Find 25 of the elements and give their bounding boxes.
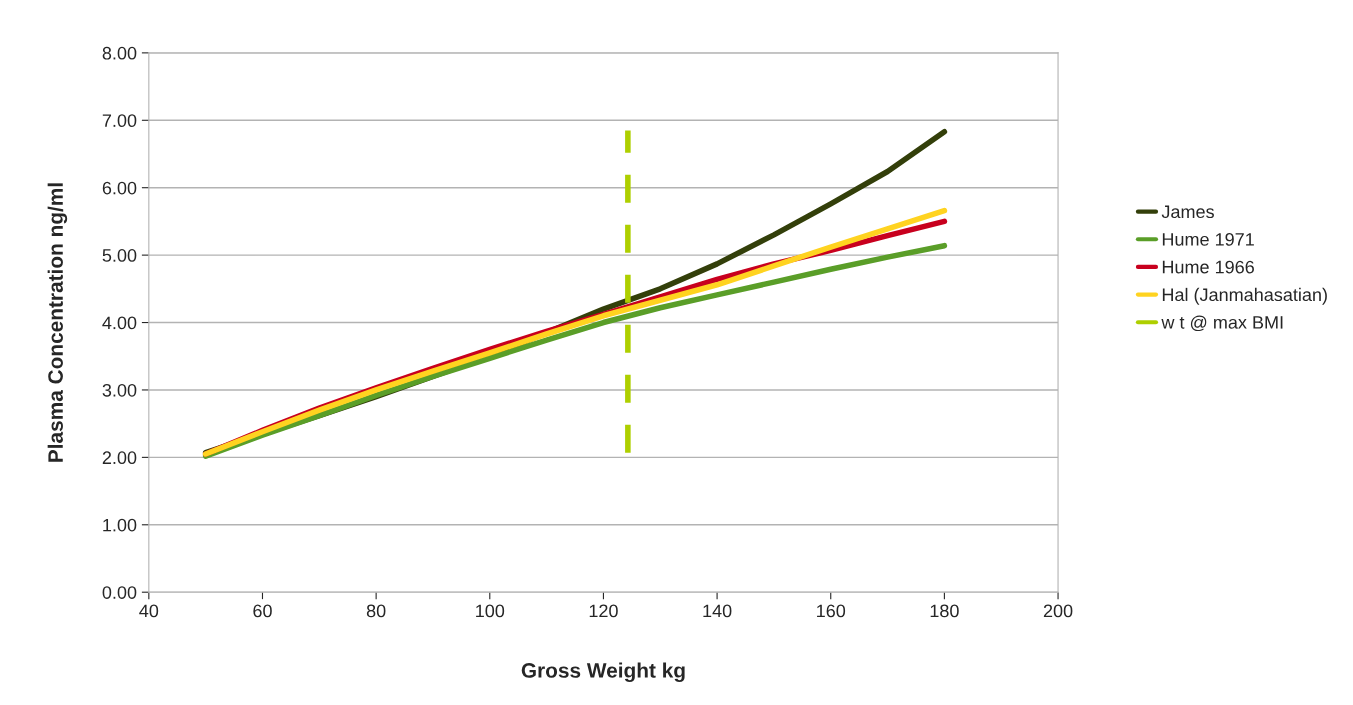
x-tick-label: 40 [139,604,159,618]
y-tick-label: 3.00 [102,383,137,397]
y-tick-label: 7.00 [102,114,137,128]
legend-label: Hal (Janmahasatian) [1162,287,1327,305]
legend-label: Hume 1971 [1162,233,1254,246]
legend-label: James [1161,205,1214,219]
x-axis-title: Gross Weight kg [521,662,685,683]
y-tick-label: 8.00 [102,46,137,60]
x-tick-label: 60 [253,604,272,618]
x-tick-label: 100 [476,604,505,618]
y-tick-label: 5.00 [102,249,137,262]
x-tick-label: 200 [1043,604,1073,618]
x-tick-label: 120 [589,604,618,618]
y-tick-label: 4.00 [102,316,137,330]
legend-label: Hume 1966 [1162,260,1254,274]
legend-label: w t @ max BMI [1161,315,1283,332]
y-tick-label: 2.00 [102,451,137,465]
x-tick-label: 180 [930,604,959,618]
x-tick-label: 160 [817,604,846,618]
y-tick-label: 1.00 [103,518,137,532]
y-tick-label: 6.00 [102,181,137,195]
y-axis-title: Plasma Concentration ng/ml [47,183,68,462]
x-tick-label: 80 [366,604,386,618]
x-tick-label: 140 [703,604,732,618]
y-tick-label: 0.00 [102,586,137,599]
